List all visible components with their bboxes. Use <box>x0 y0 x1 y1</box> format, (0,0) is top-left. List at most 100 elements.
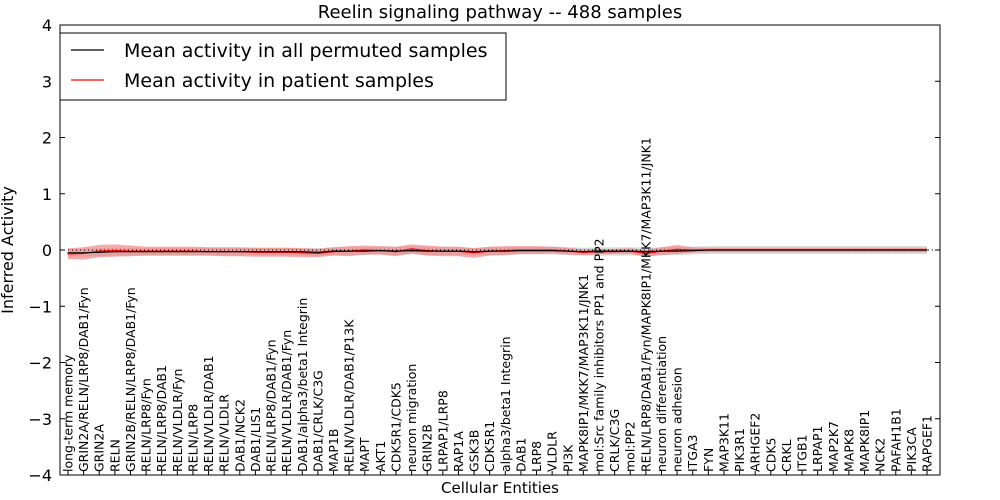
data-point-permuted <box>207 251 210 253</box>
y-axis-label: Inferred Activity <box>0 186 17 314</box>
x-tick-label: RELN/VLDLR/DAB1/Fyn <box>279 330 294 472</box>
data-point-permuted <box>895 249 897 251</box>
x-tick-label: CRKL <box>779 439 794 472</box>
data-point-permuted <box>676 250 678 252</box>
data-point-permuted <box>348 250 350 252</box>
x-tick-label: CDK5R1/CDK5 <box>389 382 404 472</box>
data-point-permuted <box>301 251 303 253</box>
data-point-permuted <box>161 251 163 253</box>
y-tick-label: −2 <box>28 354 52 373</box>
data-point-permuted <box>442 250 444 252</box>
x-tick-label: MAP1B <box>326 429 341 472</box>
x-tick-label: RELN/LRP8/Fyn <box>139 378 154 472</box>
x-tick-label: MAPK8 <box>841 429 856 472</box>
data-point-permuted <box>520 249 522 252</box>
data-point-permuted <box>817 249 819 251</box>
data-point-permuted <box>332 250 335 252</box>
data-point-patient <box>67 253 69 255</box>
data-point-permuted <box>660 250 663 252</box>
data-point-permuted <box>848 249 850 251</box>
data-point-patient <box>645 252 647 254</box>
data-point-permuted <box>114 251 116 253</box>
data-point-permuted <box>832 249 834 251</box>
data-point-permuted <box>629 250 631 252</box>
confidence-band-patient <box>68 244 927 260</box>
data-point-permuted <box>364 250 366 252</box>
data-point-permuted <box>692 249 694 252</box>
data-point-permuted <box>738 249 741 251</box>
x-tick-label: VLDLR <box>545 431 560 472</box>
x-tick-label: DAB1/LIS1 <box>248 407 263 472</box>
y-tick-label: −1 <box>28 297 52 316</box>
data-point-patient <box>676 248 678 251</box>
data-point-permuted <box>223 251 225 253</box>
data-point-permuted <box>785 249 788 251</box>
data-point-permuted <box>598 250 600 252</box>
x-tick-label: GRIN2B <box>420 424 435 472</box>
data-point-permuted <box>863 249 866 251</box>
x-tick-label: GRIN2A/RELN/LRP8/DAB1/Fyn <box>76 287 91 472</box>
data-point-permuted <box>567 250 569 252</box>
x-tick-label: LRP8 <box>529 441 544 472</box>
data-point-permuted <box>582 251 584 253</box>
x-tick-label: DAB1/NCK2 <box>232 399 247 472</box>
y-tick-label: 0 <box>42 241 52 260</box>
x-tick-label: AKT1 <box>373 441 388 472</box>
x-tick-label: RELN/VLDLR/Fyn <box>170 369 185 472</box>
data-point-permuted <box>926 249 928 251</box>
x-tick-label: PAFAH1B1 <box>888 408 903 472</box>
x-tick-label: DAB1/alpha3/beta1 Integrin <box>295 298 310 472</box>
legend: Mean activity in all permuted samples Me… <box>59 32 507 101</box>
data-point-permuted <box>723 249 725 251</box>
x-tick-label: GSK3B <box>467 430 482 472</box>
data-point-permuted <box>286 251 288 253</box>
series-line-permuted <box>68 249 927 254</box>
data-point-patient <box>114 249 116 252</box>
x-tick-label: RELN/VLDLR <box>217 394 232 472</box>
x-tick-label: LRPAP1/LRP8 <box>435 390 450 472</box>
data-point-permuted <box>410 249 413 252</box>
data-point-patient <box>301 252 303 254</box>
y-tick-label: 1 <box>42 185 52 204</box>
x-tick-label: RELN/LRP8 <box>185 404 200 472</box>
x-tick-label: RAPGEF1 <box>920 415 935 472</box>
x-tick-label: FYN <box>701 448 716 472</box>
data-point-permuted <box>176 251 178 253</box>
data-point-permuted <box>910 249 912 251</box>
data-point-permuted <box>879 249 881 251</box>
data-point-permuted <box>457 250 460 252</box>
y-tick-label: 4 <box>42 16 52 35</box>
x-tick-label: DAB1/CRLK/C3G <box>310 370 325 472</box>
x-tick-label: RELN/LRP8/DAB1 <box>154 365 169 472</box>
data-point-permuted <box>770 249 772 251</box>
x-tick-label: CRLK/C3G <box>607 409 622 472</box>
y-axis: 4 3 2 1 0 −1 −2 −3 −4 <box>28 16 940 485</box>
data-point-permuted <box>379 249 381 252</box>
x-tick-label: alpha3/beta1 Integrin <box>498 336 513 472</box>
data-point-patient <box>473 252 475 254</box>
data-point-patient <box>410 248 413 250</box>
x-tick-label: PIK3R1 <box>732 428 747 472</box>
data-point-permuted <box>145 251 147 253</box>
x-tick-label: PIK3CA <box>904 427 919 472</box>
data-point-permuted <box>67 252 69 254</box>
x-tick-label: DAB1 <box>513 438 528 473</box>
legend-label-permuted: Mean activity in all permuted samples <box>124 40 487 62</box>
data-point-permuted <box>489 250 491 252</box>
x-tick-label: RAP1A <box>451 431 466 472</box>
x-tick-label: MAPT <box>357 437 372 472</box>
x-tick-label: RELN/LRP8/DAB1/Fyn <box>264 339 279 472</box>
data-point-permuted <box>317 251 319 253</box>
data-point-permuted <box>707 249 709 251</box>
x-tick-label: mol:Src family inhibitors PP1 and PP2 <box>592 238 607 472</box>
data-point-permuted <box>535 249 538 252</box>
data-point-permuted <box>254 251 257 253</box>
x-tick-label: ITGB1 <box>795 434 810 472</box>
x-tick-label: RELN <box>107 439 122 472</box>
data-point-permuted <box>754 249 756 251</box>
x-tick-label: PI3K <box>560 444 575 472</box>
data-point-permuted <box>801 249 803 251</box>
x-tick-label: MAPK8IP1/MKK7/MAP3K11/JNK1 <box>576 274 591 472</box>
x-tick-label: MAPK8IP1 <box>857 410 872 472</box>
